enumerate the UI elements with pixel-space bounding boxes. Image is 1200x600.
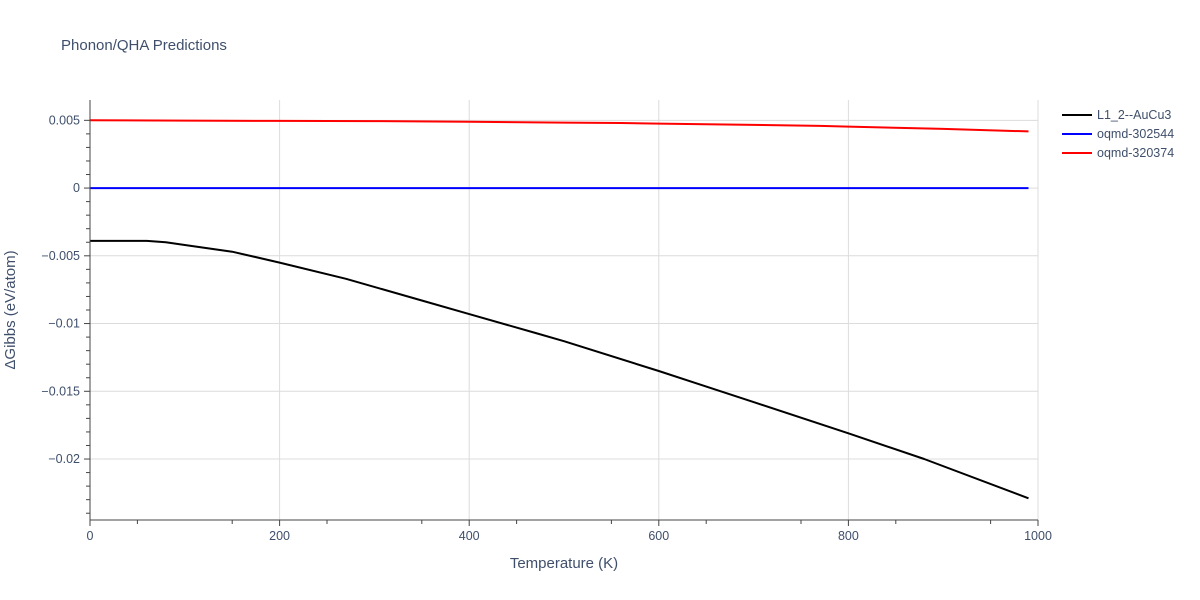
axes-layer: 0 200 400 600 800 1000 0.005 0 −0.005 −0.01 −0.015…: [41, 100, 1052, 543]
y-tick-label: 0.005: [49, 113, 80, 127]
y-tick-label: −0.02: [48, 452, 80, 466]
legend[interactable]: L1_2--AuCu3 oqmd-302544 oqmd-320374: [1062, 108, 1174, 160]
series-layer: [89, 119, 1029, 500]
chart-title: Phonon/QHA Predictions: [61, 37, 227, 54]
x-axis-title: Temperature (K): [510, 555, 618, 572]
legend-item[interactable]: L1_2--AuCu3: [1062, 108, 1171, 122]
y-tick-label: −0.01: [48, 317, 80, 331]
y-axis-title: ΔGibbs (eV/atom): [2, 250, 19, 369]
legend-label: oqmd-320374: [1097, 146, 1174, 160]
y-tick-label: −0.005: [41, 249, 80, 263]
x-tick-label: 600: [648, 529, 669, 543]
y-tick-label: −0.015: [41, 384, 80, 398]
series-line-1: [90, 239, 1029, 500]
grid-layer: [90, 100, 1039, 520]
legend-label: oqmd-302544: [1097, 127, 1174, 141]
x-tick-label: 400: [459, 529, 480, 543]
legend-item[interactable]: oqmd-320374: [1062, 146, 1174, 160]
series-line-3: [89, 119, 1029, 133]
x-tick-label: 200: [269, 529, 290, 543]
x-tick-label: 0: [87, 529, 94, 543]
y-tick-label: 0: [73, 181, 80, 195]
x-tick-label: 800: [838, 529, 859, 543]
x-tick-label: 1000: [1024, 529, 1052, 543]
legend-item[interactable]: oqmd-302544: [1062, 127, 1174, 141]
legend-label: L1_2--AuCu3: [1097, 108, 1171, 122]
